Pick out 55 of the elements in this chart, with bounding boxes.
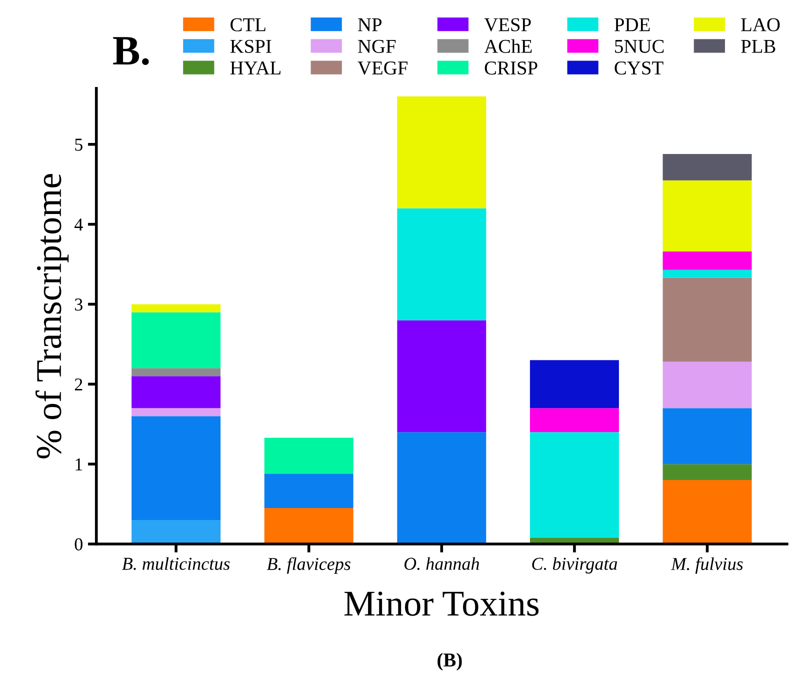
x-tick-label: M. fulvius <box>670 557 743 574</box>
bar <box>662 362 752 408</box>
legend-label: 5NUC <box>615 40 664 53</box>
legend-label: NP <box>358 18 382 32</box>
x-tick-label: O. hannah <box>404 557 480 570</box>
y-tick-label: 2 <box>74 378 82 390</box>
bar <box>397 208 486 320</box>
bar <box>662 154 752 180</box>
legend-label: HYAL <box>230 62 280 74</box>
bar <box>662 180 752 252</box>
bar <box>132 368 221 376</box>
bar <box>264 438 354 474</box>
legend-label: CYST <box>614 62 664 75</box>
y-tick-label: 5 <box>75 138 82 151</box>
y-tick-label: 3 <box>75 298 82 311</box>
x-tick-label: C. bivirgata <box>532 557 618 574</box>
y-tick-label: 0 <box>74 538 82 550</box>
legend-label: AChE <box>484 39 532 53</box>
bar <box>397 432 486 544</box>
bar <box>397 320 486 432</box>
x-tick-label: B. multicinctus <box>122 557 230 570</box>
y-axis-title: % of Transcriptome <box>35 174 69 458</box>
legend-label: VEGF <box>358 62 408 75</box>
bar <box>132 520 221 544</box>
chart-title: B. <box>113 37 149 66</box>
legend-label: LAO <box>741 18 780 32</box>
text: (B) <box>438 652 462 671</box>
bar <box>132 376 221 408</box>
bar <box>530 360 619 408</box>
bar <box>662 464 752 480</box>
legend-label: CTL <box>230 18 266 32</box>
legend-label: PDE <box>614 18 650 32</box>
bar <box>662 251 752 270</box>
y-tick-label: 4 <box>74 218 83 231</box>
bar <box>132 312 221 368</box>
bar <box>662 278 752 362</box>
bar <box>530 408 619 432</box>
x-axis-title: Minor Toxins <box>344 592 539 616</box>
bar <box>132 408 221 416</box>
bar <box>662 270 752 278</box>
bar <box>662 480 752 544</box>
legend-label: VESP <box>484 18 531 32</box>
x-tick-label: B. flaviceps <box>266 557 350 574</box>
bar <box>132 416 221 520</box>
bar <box>132 304 221 312</box>
bar <box>397 96 486 208</box>
bar <box>530 432 619 538</box>
legend-label: NGF <box>358 40 396 53</box>
bar <box>264 474 354 508</box>
bar <box>264 508 354 544</box>
y-tick-label: 1 <box>76 458 82 470</box>
legend-label: CRISP <box>484 62 538 75</box>
bar <box>662 408 752 464</box>
legend-label: PLB <box>741 40 776 53</box>
legend-label: KSPI <box>230 40 272 53</box>
